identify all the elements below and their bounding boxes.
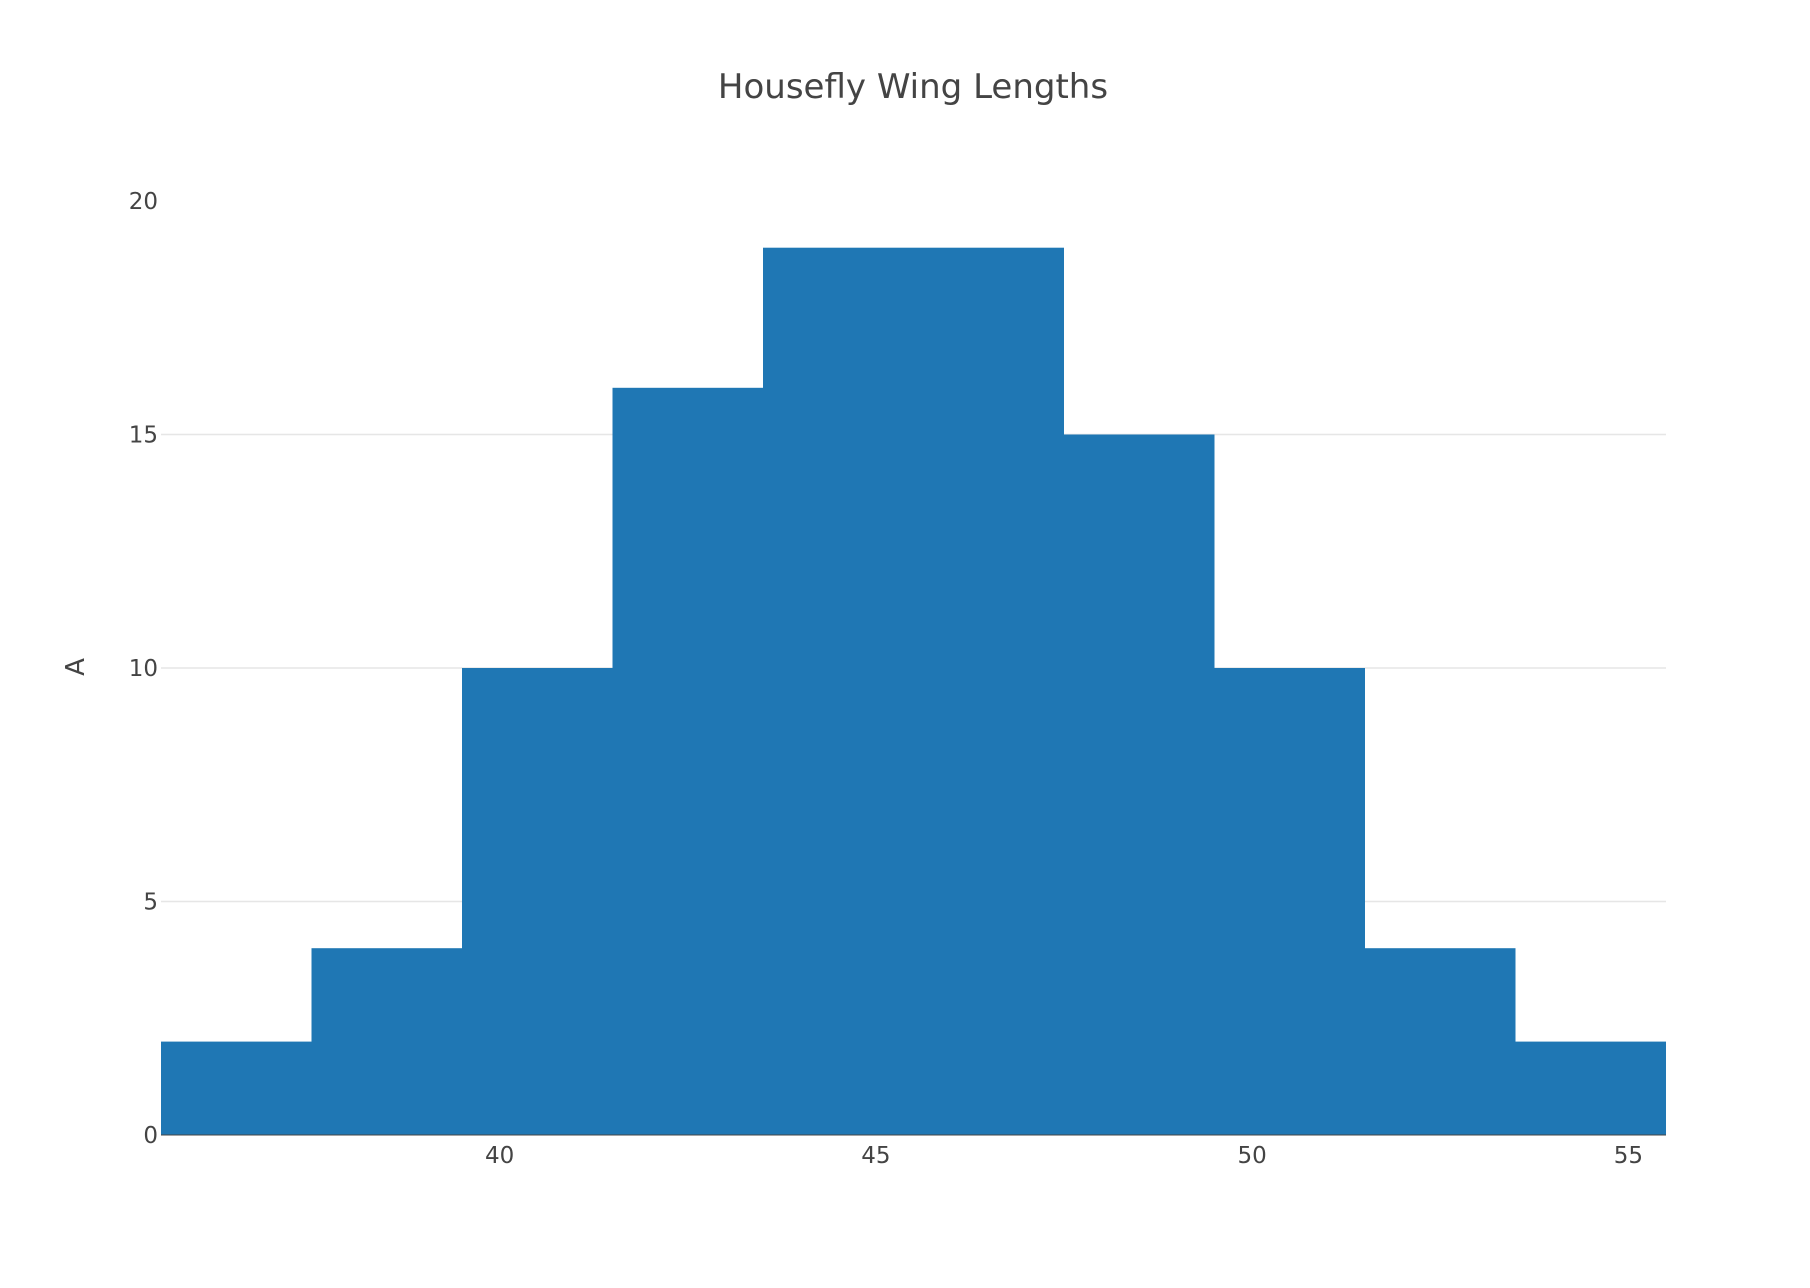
histogram-bar (1064, 434, 1215, 1135)
histogram-bar (1515, 1041, 1666, 1135)
y-tick-label: 5 (143, 890, 158, 916)
x-axis-ticks: 40 45 50 55 (485, 1143, 1643, 1169)
y-axis-ticks: 0 5 10 15 20 (129, 189, 158, 1149)
bars (161, 247, 1666, 1135)
y-tick-label: 15 (129, 423, 158, 449)
y-tick-label: 0 (143, 1123, 158, 1149)
x-tick-label: 40 (485, 1143, 514, 1169)
histogram-bar (1214, 668, 1365, 1135)
x-tick-label: 55 (1614, 1143, 1643, 1169)
x-tick-label: 45 (861, 1143, 890, 1169)
histogram-bar (612, 387, 763, 1135)
histogram-bar (913, 247, 1064, 1135)
histogram-bar (311, 948, 462, 1135)
histogram-bar (462, 668, 613, 1135)
chart-title: Housefly Wing Lengths (718, 67, 1108, 107)
histogram-bar (1365, 948, 1516, 1135)
x-tick-label: 50 (1237, 1143, 1266, 1169)
histogram-bar (161, 1041, 312, 1135)
y-tick-label: 10 (129, 656, 158, 682)
histogram-bar (763, 247, 914, 1135)
y-tick-label: 20 (129, 189, 158, 215)
y-axis-label: A (61, 658, 91, 676)
